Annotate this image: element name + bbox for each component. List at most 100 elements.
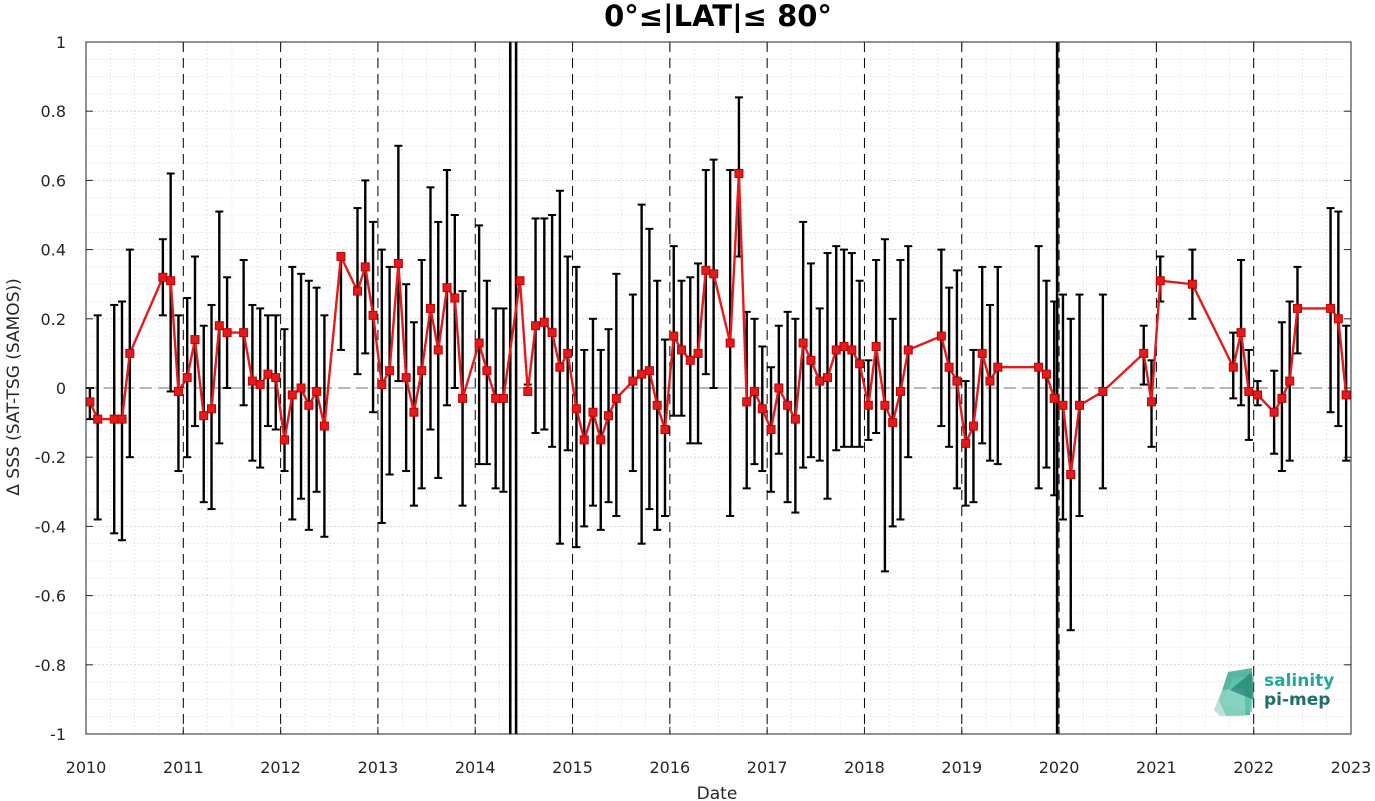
data-point-marker [790,414,800,424]
data-point-marker [336,252,346,262]
data-point-marker [1333,314,1343,324]
data-point-marker [903,345,913,355]
data-point-marker [1187,279,1197,289]
data-point-marker [409,407,419,417]
data-point-marker [968,421,978,431]
y-tick-label: -0.4 [35,517,66,536]
data-point-marker [644,366,654,376]
data-point-marker [401,373,411,383]
data-point-marker [393,258,403,268]
y-axis-title: Δ SSS (SAT-TSG (SAMOS)) [4,278,24,495]
y-tick-label: -0.8 [35,656,66,675]
data-point-marker [579,435,589,445]
x-tick-label: 2014 [455,758,496,777]
data-point-marker [271,373,281,383]
data-point-marker [1098,386,1108,396]
data-point-marker [742,397,752,407]
data-point-marker [287,390,297,400]
data-point-marker [166,276,176,286]
data-point-marker [757,404,767,414]
data-point-marker [1236,328,1246,338]
data-point-marker [1034,362,1044,372]
data-point-marker [182,373,192,383]
data-point-marker [1139,348,1149,358]
y-tick-labels: -1 -0.8 -0.6 -0.4 -0.2 0 0.2 0.4 0.6 0.8 1 [35,33,66,744]
data-point-marker [993,362,1003,372]
chart-title: 0°≤|LAT|≤ 80° [604,0,832,33]
x-tick-label: 2019 [941,758,982,777]
data-point-marker [1269,407,1279,417]
data-point-marker [523,386,533,396]
data-point-marker [596,435,606,445]
data-point-marker [222,328,232,338]
data-point-marker [936,331,946,341]
data-point-marker [637,369,647,379]
data-point-marker [539,317,549,327]
data-point-marker [822,373,832,383]
data-point-marker [117,414,127,424]
data-point-marker [255,380,265,390]
data-point-marker [498,393,508,403]
data-point-marker [880,400,890,410]
data-point-marker [871,341,881,351]
x-tick-label: 2020 [1039,758,1080,777]
data-point-marker [474,338,484,348]
data-point-marker [458,393,468,403]
y-tick-label: 0.4 [41,241,66,260]
data-point-marker [312,386,322,396]
data-point-marker [515,276,525,286]
data-point-marker [750,386,760,396]
data-point-marker [798,338,808,348]
y-tick-label: 1 [56,33,66,52]
data-point-marker [190,335,200,345]
data-point-marker [109,414,119,424]
y-tick-label: 0.2 [41,310,66,329]
x-tick-label: 2010 [66,758,107,777]
logo-line1: salinity [1264,671,1334,691]
data-point-marker [1075,400,1085,410]
data-point-marker [207,404,217,414]
data-point-marker [450,293,460,303]
data-point-marker [547,328,557,338]
data-point-marker [677,345,687,355]
data-point-marker [815,376,825,386]
data-point-marker [319,421,329,431]
minor-grid [86,42,1351,734]
data-point-marker [555,362,565,372]
data-point-marker [985,376,995,386]
data-point-marker [571,404,581,414]
logo-emblem-icon [1214,668,1254,716]
data-point-marker [1326,303,1336,313]
data-point-marker [888,418,898,428]
data-point-marker [1253,390,1263,400]
series-markers [85,168,1351,479]
data-point-marker [685,355,695,365]
data-point-marker [847,345,857,355]
data-point-marker [895,386,905,396]
x-tick-label: 2012 [260,758,301,777]
data-point-marker [425,303,435,313]
data-point-marker [766,425,776,435]
data-point-marker [360,262,370,272]
data-point-marker [611,393,621,403]
data-point-marker [125,348,135,358]
data-point-marker [531,321,541,331]
x-tick-label: 2018 [844,758,885,777]
x-tick-label: 2013 [358,758,399,777]
data-point-marker [158,272,168,282]
data-point-marker [1277,393,1287,403]
data-point-marker [563,348,573,358]
x-tick-label: 2022 [1233,758,1274,777]
x-tick-label: 2015 [552,758,593,777]
data-point-marker [263,369,273,379]
data-point-marker [247,376,257,386]
data-point-marker [385,366,395,376]
solid-vertical-lines [508,42,1059,734]
data-point-marker [199,411,209,421]
data-point-marker [783,400,793,410]
data-point-marker [173,386,183,396]
data-point-marker [806,355,816,365]
data-point-marker [604,411,614,421]
